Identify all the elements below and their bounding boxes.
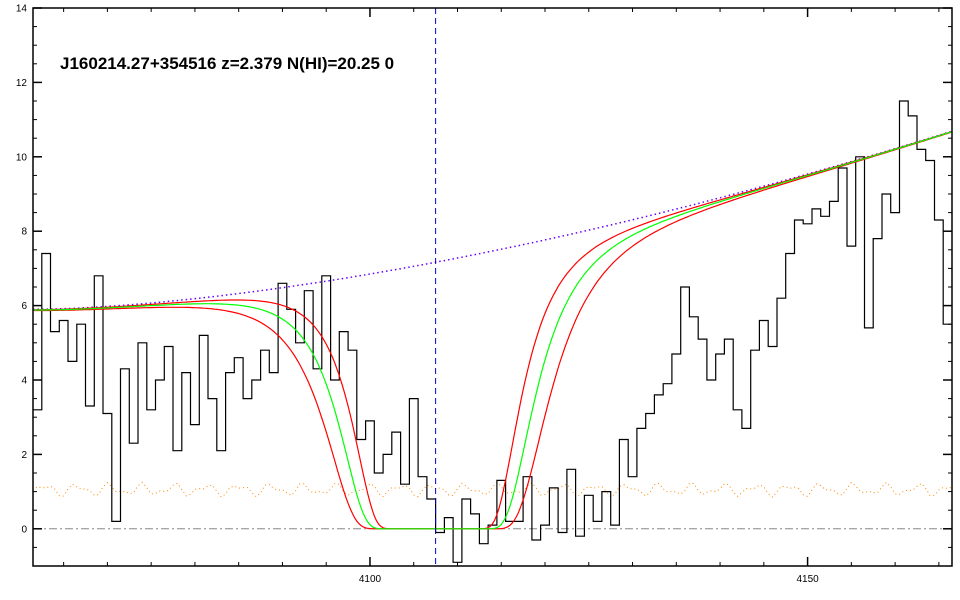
y-tick-label: 6 — [21, 301, 27, 312]
x-tick-label: 4150 — [796, 574, 819, 585]
model-upper-bound-line — [33, 130, 952, 530]
y-tick-label: 0 — [21, 524, 27, 535]
flux-spectrum-layer — [33, 100, 952, 563]
plot-frame — [32, 7, 953, 567]
model-fit-layer — [33, 130, 952, 530]
continuum-layer — [33, 130, 952, 311]
y-tick-label: 2 — [21, 450, 27, 461]
y-tick-label: 10 — [16, 152, 28, 163]
y-tick-label: 12 — [16, 78, 28, 89]
y-tick-label: 14 — [16, 4, 28, 15]
axis-ticks-layer — [33, 7, 952, 567]
model-lower-bound-line — [33, 131, 952, 530]
model-best-fit-line — [33, 131, 952, 530]
y-tick-label: 8 — [21, 227, 27, 238]
continuum-line — [33, 130, 952, 311]
flux-spectrum-line — [33, 100, 952, 563]
tick-labels-layer: 0 2 4 6 8 10 12 14 4100 4150 — [16, 4, 819, 586]
error-spectrum-line — [33, 481, 952, 498]
error-spectrum-layer — [33, 481, 952, 498]
chart-title: J160214.27+354516 z=2.379 N(HI)=20.25 0 — [60, 54, 394, 73]
x-tick-label: 4100 — [359, 574, 382, 585]
y-tick-label: 4 — [21, 376, 27, 387]
